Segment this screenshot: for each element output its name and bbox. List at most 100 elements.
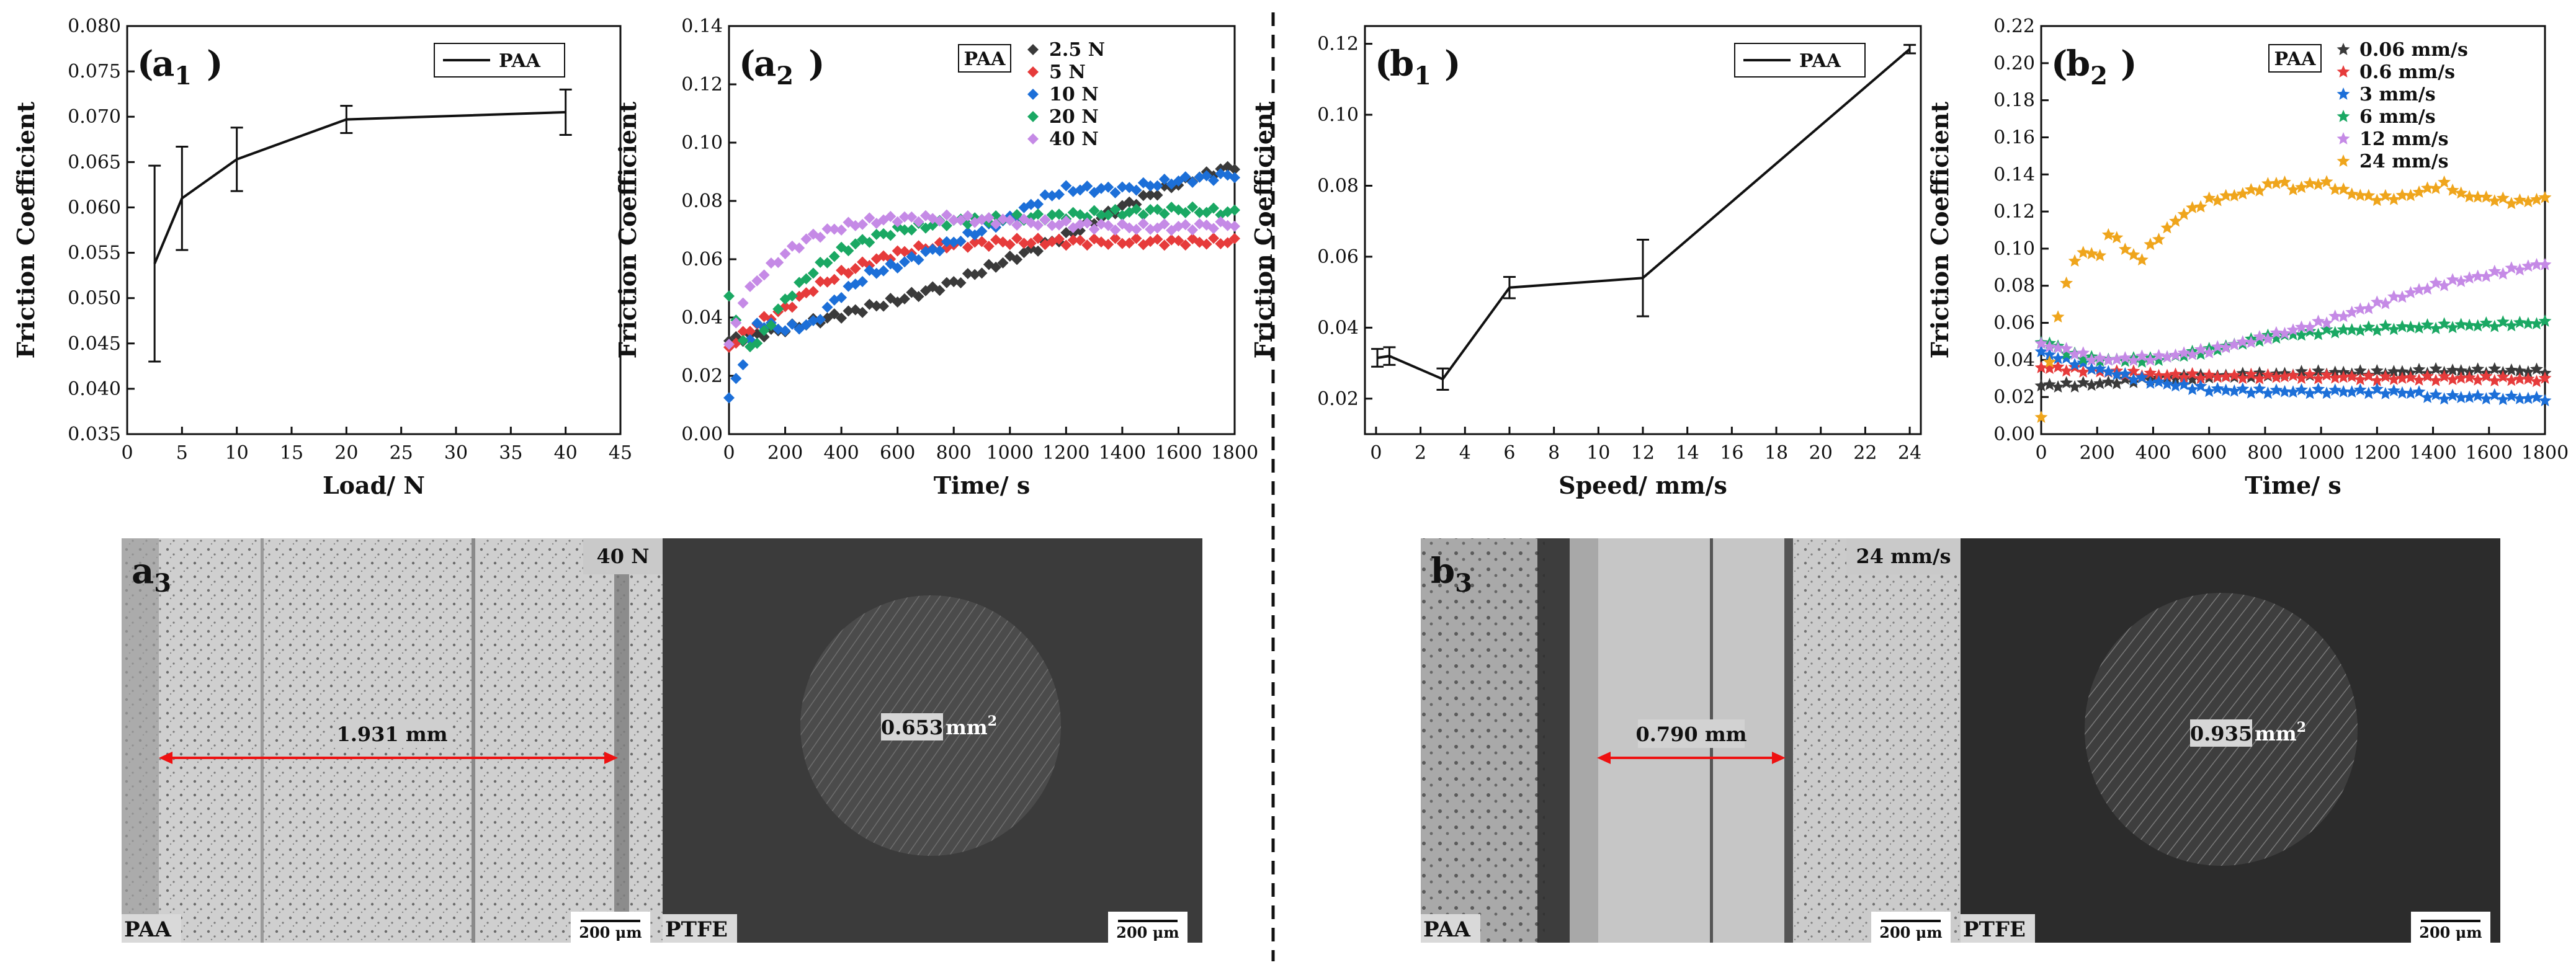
area-label-box-a3 [881, 713, 943, 740]
data-point-star [2144, 376, 2157, 389]
legend-label: 10 N [1049, 84, 1099, 105]
data-point-star [2286, 323, 2300, 336]
data-point-star [2177, 207, 2191, 220]
data-point-diamond [1158, 174, 1170, 185]
y-tick-label: 0.04 [681, 307, 723, 329]
data-point-star [2169, 348, 2182, 361]
data-point-star [2462, 318, 2476, 331]
data-point-star [2404, 370, 2417, 383]
data-point-star [2404, 386, 2417, 399]
data-point-diamond [843, 267, 854, 279]
data-point-star [2160, 221, 2174, 234]
area-unit-b3: mm2 [2255, 719, 2306, 745]
data-point-diamond [1074, 218, 1086, 230]
data-point-diamond [794, 242, 805, 254]
data-point-star [2362, 369, 2376, 382]
y-tick-label: 0.04 [1317, 317, 1359, 339]
y-tick-label: 0.12 [1993, 201, 2035, 223]
data-point-diamond [723, 290, 735, 302]
x-tick-label: 600 [880, 442, 915, 464]
plot-frame [2040, 25, 2546, 435]
data-point-diamond [821, 223, 833, 235]
data-point-diamond [1208, 202, 1220, 214]
data-point-diamond [1032, 245, 1044, 257]
y-tick-label: 0.14 [681, 16, 723, 37]
data-point-diamond [849, 220, 861, 231]
data-point-star [2387, 290, 2400, 303]
data-point-star [2278, 326, 2291, 339]
data-point-diamond [1046, 220, 1058, 231]
data-point-star [2152, 354, 2165, 366]
data-point-star [2203, 345, 2216, 358]
data-point-diamond [836, 224, 847, 236]
width-label-a3: 1.931 mm [336, 723, 447, 746]
data-point-star [2194, 342, 2207, 355]
data-point-star [2353, 373, 2367, 386]
data-point-diamond [990, 218, 1002, 230]
data-point-diamond [941, 220, 952, 231]
data-point-star [2186, 201, 2199, 213]
data-point-diamond [1095, 182, 1107, 194]
data-point-diamond [828, 251, 840, 262]
x-tick-label: 800 [936, 442, 972, 464]
data-point-diamond [815, 256, 826, 268]
series-line-paa [1377, 48, 1911, 381]
width-label-box-a3 [335, 719, 449, 748]
data-point-star [2496, 393, 2510, 406]
x-tick-label: 200 [767, 442, 803, 464]
data-point-star [2454, 275, 2468, 287]
data-point-star [2118, 242, 2132, 255]
data-point-diamond [1229, 164, 1240, 176]
data-point-diamond [1067, 234, 1079, 246]
data-point-diamond [751, 318, 763, 329]
data-point-star [2261, 368, 2274, 381]
y-tick-label: 0.06 [1993, 313, 2035, 334]
legend-title: PAA [964, 48, 1006, 70]
series-24-mm-s [2034, 175, 2552, 423]
x-tick-label: 1600 [1155, 442, 1202, 464]
data-point-star [2077, 365, 2090, 378]
data-point-diamond [779, 325, 791, 337]
scalebar-label-a3-left: 200 μm [579, 923, 642, 941]
data-point-star [2513, 263, 2526, 276]
data-point-diamond [744, 281, 756, 293]
legend-label: 5 N [1049, 61, 1086, 83]
data-point-star [2479, 269, 2493, 282]
data-point-diamond [1039, 189, 1051, 201]
data-point-diamond [1158, 239, 1170, 251]
data-point-star [2387, 192, 2400, 205]
data-point-diamond [1158, 208, 1170, 220]
x-tick-label: 600 [2191, 442, 2227, 464]
data-point-diamond [821, 257, 833, 269]
data-point-diamond [885, 210, 897, 222]
data-point-diamond [955, 214, 967, 226]
data-point-diamond [1060, 227, 1072, 239]
data-point-diamond [955, 277, 967, 289]
x-tick-label: 12 [1631, 442, 1655, 464]
x-tick-label: 30 [444, 442, 468, 464]
data-point-star [2345, 370, 2359, 383]
data-point-star [2496, 191, 2510, 204]
y-axis-label: Friction Coefficient [12, 101, 40, 358]
micrograph-b3: b3 24 mm/s 0.790 mm 0.935 mm2 PAA PTFE 2… [1421, 538, 2500, 943]
data-point-diamond [1027, 66, 1039, 78]
arrowhead-right-icon [604, 752, 618, 764]
data-point-diamond [1137, 218, 1149, 229]
data-point-diamond [1208, 223, 1220, 234]
data-point-star [2244, 183, 2258, 195]
data-point-star [2370, 364, 2384, 376]
data-point-star [2521, 259, 2535, 272]
data-point-diamond [1201, 238, 1212, 250]
data-point-star [2328, 383, 2342, 396]
data-point-star [2370, 193, 2384, 207]
panel-paren-close: ) [808, 43, 825, 84]
data-point-star [2118, 367, 2132, 380]
data-point-star [2412, 185, 2426, 198]
data-point-diamond [849, 262, 861, 274]
data-point-star [2160, 377, 2174, 390]
data-point-diamond [786, 290, 798, 302]
data-point-star [2438, 392, 2451, 405]
data-point-star [2312, 177, 2325, 190]
data-point-star [2278, 370, 2291, 383]
data-point-star [2353, 302, 2367, 315]
